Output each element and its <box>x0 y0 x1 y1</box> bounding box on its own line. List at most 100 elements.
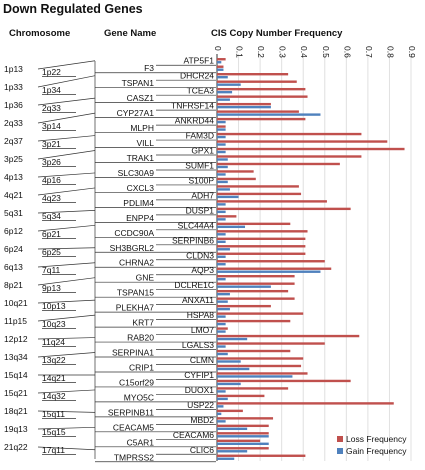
loss-bar-ATP5F1 <box>217 58 226 60</box>
loss-bar-FAM3D <box>217 133 361 135</box>
gain-bar-DUOX1 <box>217 390 226 392</box>
chromosome-label: 2q37 <box>4 136 23 146</box>
chromosome-label: 2q33 <box>42 103 61 113</box>
chromosome-header: Chromosome <box>9 28 70 39</box>
gene-label: ANKRD44 <box>175 116 214 126</box>
legend-swatch-1 <box>337 448 343 454</box>
loss-bar-KRT7 <box>217 320 290 322</box>
loss-bar-PDLIM4 <box>217 200 327 202</box>
chromosome-label: 6p24 <box>4 244 23 254</box>
tick-label-0: 0 <box>213 46 223 51</box>
loss-bar-AQP3 <box>217 268 331 270</box>
loss-bar-PLEKHA7 <box>217 305 271 307</box>
gene-label: DCLRE1C <box>174 280 214 290</box>
tick-label-0.4: 0.4 <box>299 46 309 58</box>
chromosome-label: 1p36 <box>4 100 23 110</box>
gain-bar-ATP5F1 <box>217 61 221 63</box>
gain-bar-CRIP1 <box>217 368 249 370</box>
loss-bar-DCLRE1C <box>217 282 295 284</box>
chromosome-label: 11p15 <box>4 316 27 326</box>
gene-label: DUOX1 <box>185 385 215 395</box>
gain-bar-SERPINB6 <box>217 241 226 243</box>
loss-bar-CCDC90A <box>217 230 308 232</box>
chromosome-label: 15q14 <box>4 370 28 380</box>
gain-bar-LGALS3 <box>217 345 226 347</box>
gene-label: ANXA11 <box>182 295 214 305</box>
gain-bar-ANKRD44 <box>217 121 226 123</box>
loss-bar-ADH7 <box>217 193 301 195</box>
gene-label: CHRNA2 <box>119 258 154 268</box>
chromosome-label: 4q21 <box>4 190 23 200</box>
chromosome-label: 3p25 <box>4 154 23 164</box>
loss-bar-CRIP1 <box>217 365 301 367</box>
loss-bar-DUSP1 <box>217 208 351 210</box>
gene-label: TRAK1 <box>127 153 155 163</box>
chromosome-label: 1p22 <box>42 67 61 77</box>
gain-bar-DHCR24 <box>217 76 228 78</box>
loss-bar-GPX1 <box>217 148 405 150</box>
gene-label: TSPAN1 <box>122 78 155 88</box>
gain-bar-ANXA11 <box>217 300 228 302</box>
gain-bar-ADH7 <box>217 196 239 198</box>
gene-label: MLPH <box>130 123 154 133</box>
gene-label: TNFRSF14 <box>171 101 214 111</box>
chromosome-label: 8p21 <box>4 280 23 290</box>
gain-bar-C5AR1 <box>217 443 269 445</box>
gain-bar-CCDC90A <box>217 233 226 235</box>
loss-bar-CEACAM5 <box>217 425 269 427</box>
chromosome-label: 14q21 <box>42 373 66 383</box>
chromosome-label: 3p21 <box>42 139 61 149</box>
loss-bar-ANKRD44 <box>217 118 305 120</box>
gain-bar-CHRNA2 <box>217 263 226 265</box>
gain-bar-C15orf29 <box>217 383 241 385</box>
loss-bar-C5AR1 <box>217 440 260 442</box>
loss-bar-MYO5C <box>217 395 264 397</box>
gain-bar-MBD2 <box>217 420 226 422</box>
chromosome-label: 2q33 <box>4 118 23 128</box>
tick-label-0.6: 0.6 <box>342 46 352 58</box>
gain-bar-CEACAM5 <box>217 428 247 430</box>
gain-bar-CLMN <box>217 360 241 362</box>
gain-bar-SLC44A4 <box>217 226 245 228</box>
gene-label: VILL <box>137 138 155 148</box>
chromosome-labels: 1p131p331p362q332q373p254p134q215q316p12… <box>4 64 66 455</box>
loss-bar-SUMF1 <box>217 163 340 165</box>
gain-bar-RAB20 <box>217 338 247 340</box>
gene-label: C15orf29 <box>119 377 154 387</box>
loss-bar-TSPAN1 <box>217 80 297 82</box>
gene-label: SUMF1 <box>185 160 214 170</box>
gain-bar-HSPA8 <box>217 315 226 317</box>
loss-bar-SLC30A9 <box>217 170 254 172</box>
loss-bar-MLPH <box>217 125 226 127</box>
loss-bar-TRAK1 <box>217 155 361 157</box>
chromosome-label: 4p16 <box>42 175 61 185</box>
legend-label-0: Loss Frequency <box>346 434 407 444</box>
loss-bar-CYP27A1 <box>217 110 299 112</box>
gene-label: ATP5F1 <box>183 56 214 66</box>
gene-label: CEACAM5 <box>113 422 154 432</box>
chromosome-label: 14q32 <box>42 391 66 401</box>
chromosome-label: 9p13 <box>42 283 61 293</box>
gain-bar-PDLIM4 <box>217 203 226 205</box>
loss-bar-CYFIP1 <box>217 372 308 374</box>
gene-label: RAB20 <box>127 333 154 343</box>
chromosome-label: 11q24 <box>42 337 65 347</box>
loss-bar-CLIC6 <box>217 447 269 449</box>
chromosome-label: 7q11 <box>42 265 61 275</box>
chromosome-label: 15q15 <box>42 427 66 437</box>
tick-label-0.8: 0.8 <box>385 46 395 58</box>
chromosome-label: 13q34 <box>4 352 28 362</box>
gain-bar-SUMF1 <box>217 166 228 168</box>
frequency-axis-header: CIS Copy Number Frequency <box>211 28 343 39</box>
gene-label: F3 <box>144 63 154 73</box>
chromosome-label: 6p12 <box>4 226 23 236</box>
chromosome-label: 18q21 <box>4 406 28 416</box>
loss-bar-SERPINB11 <box>217 410 243 412</box>
loss-bar-MBD2 <box>217 417 273 419</box>
loss-bar-SLC44A4 <box>217 223 290 225</box>
tick-label-0.1: 0.1 <box>235 46 245 58</box>
chromosome-label: 6p21 <box>42 229 61 239</box>
